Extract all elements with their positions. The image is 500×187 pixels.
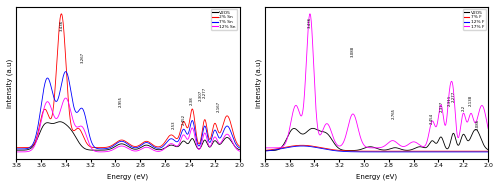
Text: 2.307: 2.307	[199, 90, 203, 102]
Text: 2.167: 2.167	[217, 101, 221, 112]
Text: 2.377: 2.377	[440, 101, 444, 112]
Text: 2.452: 2.452	[182, 114, 186, 125]
Text: 2.955: 2.955	[119, 96, 123, 107]
Text: 2.2: 2.2	[462, 104, 466, 111]
Text: 2.53: 2.53	[172, 120, 176, 129]
Text: 2.277: 2.277	[203, 87, 207, 98]
Text: 2.138: 2.138	[469, 95, 473, 106]
Text: 2.086: 2.086	[476, 119, 480, 130]
X-axis label: Energy (eV): Energy (eV)	[108, 174, 148, 180]
Text: 3.436: 3.436	[60, 19, 64, 30]
X-axis label: Energy (eV): Energy (eV)	[356, 174, 397, 180]
Text: 3.088: 3.088	[351, 46, 355, 57]
Text: 2.765: 2.765	[391, 108, 395, 119]
Legend: V2O5, 7% F, 12% F, 17% F: V2O5, 7% F, 12% F, 17% F	[462, 9, 486, 30]
Legend: V2O5, 2% Sn, 7% Sn, 12% Sn: V2O5, 2% Sn, 7% Sn, 12% Sn	[211, 9, 238, 30]
Text: 2.277: 2.277	[452, 91, 456, 102]
Text: 2.38: 2.38	[190, 96, 194, 105]
Y-axis label: intensity (a.u): intensity (a.u)	[256, 58, 262, 108]
Text: 2.454: 2.454	[430, 113, 434, 124]
Y-axis label: intensity (a.u): intensity (a.u)	[7, 58, 14, 108]
Text: 2.311: 2.311	[448, 95, 452, 106]
Text: 3.267: 3.267	[80, 52, 84, 63]
Text: 3.436: 3.436	[308, 17, 312, 28]
